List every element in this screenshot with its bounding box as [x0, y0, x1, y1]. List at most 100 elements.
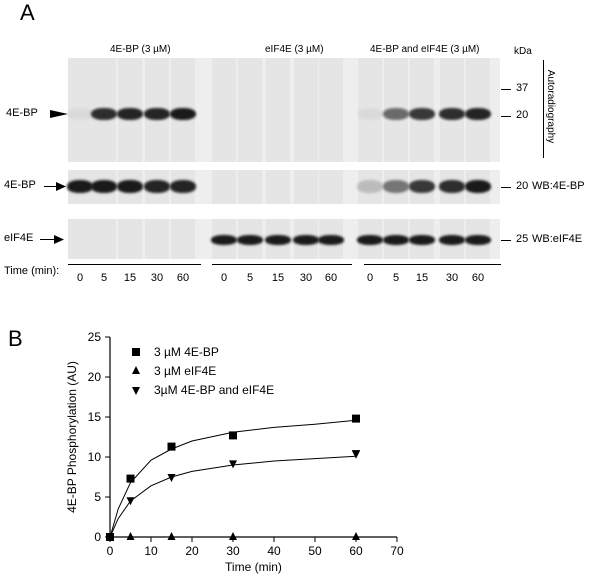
time-tick-label: 0	[366, 272, 374, 284]
wb-eif4e-band	[357, 235, 383, 245]
time-tick-label: 30	[150, 272, 164, 284]
autoradiography-blot	[67, 58, 500, 162]
autoradiography-bracket	[543, 60, 544, 158]
wb-eif4e-band	[383, 235, 409, 245]
legend-label-1: 3 µM eIF4E	[154, 364, 216, 378]
y-tick-label: 25	[88, 330, 102, 344]
group-label-4ebp: 4E-BP (3 µM)	[110, 44, 171, 55]
group-underline-3	[364, 264, 501, 265]
arrow-shaft-eif4e	[40, 239, 56, 240]
autorad-band	[67, 108, 93, 120]
x-tick-label: 60	[349, 544, 363, 558]
y-tick-label: 20	[88, 370, 102, 384]
gel-lane	[238, 58, 262, 162]
wb-4ebp-band	[67, 180, 93, 193]
x-tick-label: 50	[308, 544, 322, 558]
wb-4ebp-band	[117, 180, 143, 193]
arrow-icon	[54, 235, 64, 244]
time-label: Time (min):	[4, 265, 60, 277]
time-tick-label: 0	[220, 272, 228, 284]
arrow-shaft-4ebp	[44, 186, 58, 187]
marker-20: 20	[516, 109, 529, 121]
data-point-2	[352, 450, 360, 459]
wb-4ebp-band	[383, 180, 409, 193]
gel-lane	[92, 219, 116, 259]
wb-4ebp-band	[439, 180, 465, 193]
autorad-band	[409, 108, 435, 120]
wb-marker-25: 25	[516, 233, 529, 245]
time-tick-label: 30	[445, 272, 459, 284]
fit-curve-0	[109, 419, 357, 538]
autorad-band	[117, 108, 143, 120]
y-tick-label: 10	[88, 450, 102, 464]
x-tick-label: 40	[267, 544, 281, 558]
time-tick-label: 5	[392, 272, 400, 284]
wb-4ebp-band	[465, 180, 491, 193]
wb-eif4e-band	[265, 235, 291, 245]
group-underline-1	[68, 264, 201, 265]
row-label-autorad: 4E-BP	[6, 107, 38, 119]
gel-lane	[319, 170, 343, 204]
gel-lane	[294, 170, 318, 204]
data-point-1	[352, 532, 360, 540]
time-tick-label: 5	[100, 272, 108, 284]
fit-curve-2	[109, 455, 357, 538]
wb-eif4e-band	[409, 235, 435, 245]
time-tick-label: 60	[324, 272, 338, 284]
chart-b: 0 10 20 30 40 50 60 70 0 5 10 15 20 25 Time (min) 4E-BP…	[65, 330, 404, 574]
data-point-2	[229, 460, 237, 469]
group-underline-2	[212, 264, 352, 265]
autorad-band	[465, 108, 491, 120]
x-tick-label: 0	[107, 544, 114, 558]
time-tick-label: 5	[246, 272, 254, 284]
gel-lane	[266, 170, 290, 204]
time-tick-label: 60	[176, 272, 190, 284]
wb-eif4e-blot	[68, 219, 500, 259]
wb-label-eif4e: WB:eIF4E	[532, 233, 583, 245]
group-label-both: 4E-BP and eIF4E (3 µM)	[370, 44, 480, 55]
wb-eif4e-band	[439, 235, 465, 245]
arrow-icon	[50, 110, 68, 118]
data-point-1	[126, 532, 135, 540]
row-label-wb-eif4e: eIF4E	[4, 232, 34, 244]
panel-b-letter: B	[8, 326, 23, 351]
gel-lane	[319, 58, 343, 162]
legend-label-0: 3 µM 4E-BP	[154, 345, 219, 359]
wb-4ebp-band	[357, 180, 383, 193]
autorad-band	[91, 108, 117, 120]
time-tick-label: 60	[471, 272, 485, 284]
data-point-0	[167, 442, 176, 451]
x-tick-label: 10	[144, 544, 158, 558]
legend-label-2: 3µM 4E-BP and eIF4E	[154, 383, 274, 397]
gel-lane	[68, 219, 92, 259]
autorad-band	[439, 108, 465, 120]
time-tick-label: 0	[76, 272, 84, 284]
data-point-1	[229, 532, 237, 540]
wb-4ebp-band	[144, 180, 170, 193]
kda-label: kDa	[514, 46, 532, 57]
legend-marker-2	[132, 387, 140, 395]
autorad-band	[144, 108, 170, 120]
wb-4ebp-blot	[67, 170, 500, 204]
data-point-0	[126, 474, 135, 483]
time-tick-label: 15	[271, 272, 285, 284]
wb-eif4e-band	[465, 235, 491, 245]
autorad-band	[383, 108, 409, 120]
gel-lane	[212, 170, 236, 204]
autorad-band	[357, 108, 383, 120]
legend-marker-1	[132, 366, 140, 374]
x-tick-label: 70	[390, 544, 404, 558]
wb-eif4e-band	[237, 235, 263, 245]
y-tick-label: 15	[88, 410, 102, 424]
marker-37-tick	[501, 89, 511, 90]
autorad-band	[170, 108, 196, 120]
gel-lane	[266, 58, 290, 162]
data-point-0	[352, 414, 360, 423]
autoradiography-label: Autoradiography	[545, 69, 557, 144]
x-tick-label: 20	[185, 544, 199, 558]
gel-lane	[171, 219, 195, 259]
x-tick-label: 30	[226, 544, 240, 558]
panel-a-letter: A	[20, 0, 35, 25]
x-axis-label: Time (min)	[225, 560, 282, 574]
group-label-eif4e: eIF4E (3 µM)	[265, 44, 324, 55]
